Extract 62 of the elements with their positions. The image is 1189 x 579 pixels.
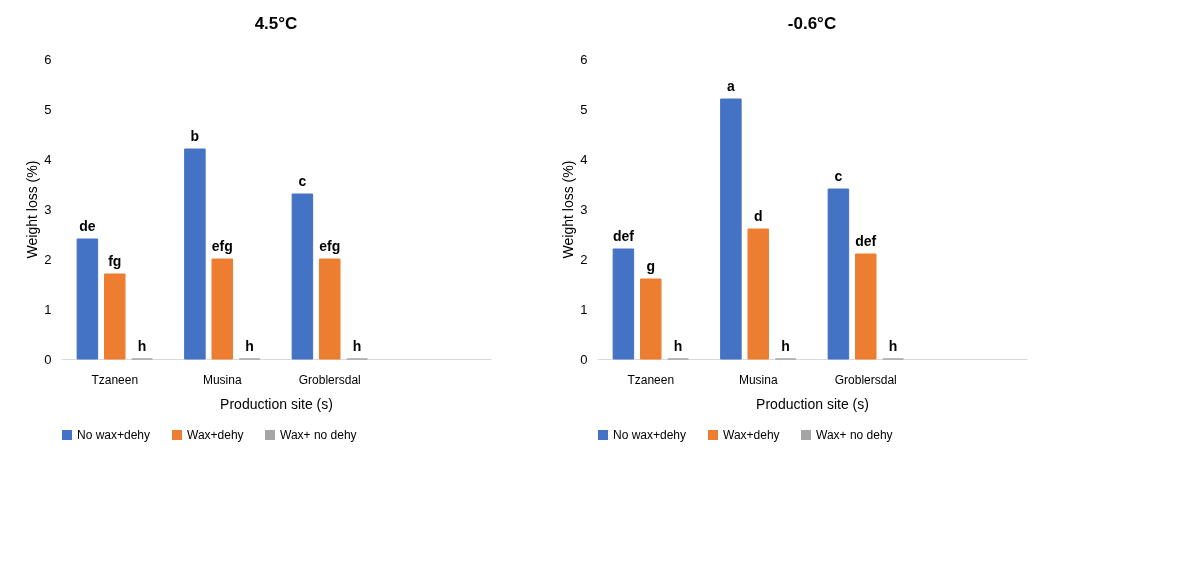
- bar: [76, 238, 99, 360]
- bar: [747, 228, 770, 360]
- data-label: h: [137, 338, 147, 354]
- bar: [211, 258, 234, 360]
- x-tick-label: Groblersdal: [298, 372, 361, 387]
- legend-label: Wax+ no dehy: [280, 428, 357, 442]
- data-label: a: [726, 78, 735, 94]
- legend-label: No wax+dehy: [77, 428, 151, 442]
- y-tick-label: 6: [580, 51, 588, 67]
- bar: [612, 248, 635, 360]
- data-label: def: [612, 228, 635, 244]
- y-axis-title: Weight loss (%): [560, 160, 577, 259]
- bar: [720, 98, 742, 360]
- bar: [639, 278, 662, 360]
- bar: [318, 258, 341, 360]
- data-label: c: [298, 173, 307, 189]
- bar: [854, 253, 877, 360]
- data-label: efg: [319, 238, 341, 254]
- bar: [291, 193, 314, 360]
- data-label: d: [753, 208, 763, 224]
- x-tick-label: Tzaneen: [627, 372, 675, 387]
- y-tick-label: 3: [44, 201, 52, 217]
- y-tick-label: 4: [580, 151, 588, 167]
- y-tick-label: 2: [580, 251, 588, 267]
- y-tick-label: 2: [44, 251, 52, 267]
- bar: [184, 148, 206, 360]
- y-tick-label: 4: [44, 151, 52, 167]
- data-label: def: [855, 233, 877, 249]
- legend-label: Wax+dehy: [187, 428, 244, 442]
- chart-title: -0.6°C: [787, 14, 837, 33]
- y-tick-label: 3: [580, 201, 588, 217]
- y-tick-label: 5: [44, 101, 52, 117]
- y-tick-label: 6: [44, 51, 52, 67]
- chart-title: 4.5°C: [254, 14, 298, 33]
- data-label: h: [673, 338, 683, 354]
- data-label: g: [646, 258, 656, 274]
- data-label: c: [834, 168, 843, 184]
- bar: [827, 188, 850, 360]
- x-tick-label: Tzaneen: [91, 372, 139, 387]
- legend-label: Wax+dehy: [723, 428, 780, 442]
- y-tick-label: 0: [44, 351, 52, 367]
- x-tick-label: Groblersdal: [834, 372, 897, 387]
- data-label: de: [79, 218, 96, 234]
- data-label: efg: [211, 238, 233, 254]
- y-tick-label: 1: [44, 301, 52, 317]
- x-axis-title: Production site (s): [756, 395, 869, 412]
- data-label: h: [245, 338, 254, 354]
- x-tick-label: Musina: [202, 372, 242, 387]
- x-axis-title: Production site (s): [220, 395, 333, 412]
- data-label: b: [190, 128, 200, 144]
- data-label: fg: [108, 253, 122, 269]
- legend-label: Wax+ no dehy: [816, 428, 893, 442]
- x-tick-label: Musina: [738, 372, 778, 387]
- y-tick-label: 1: [580, 301, 588, 317]
- data-label: h: [352, 338, 362, 354]
- y-axis-title: Weight loss (%): [24, 160, 41, 259]
- legend-label: No wax+dehy: [613, 428, 687, 442]
- data-label: h: [781, 338, 790, 354]
- data-label: h: [888, 338, 898, 354]
- y-tick-label: 5: [580, 101, 588, 117]
- y-tick-label: 0: [580, 351, 588, 367]
- bar: [103, 273, 126, 360]
